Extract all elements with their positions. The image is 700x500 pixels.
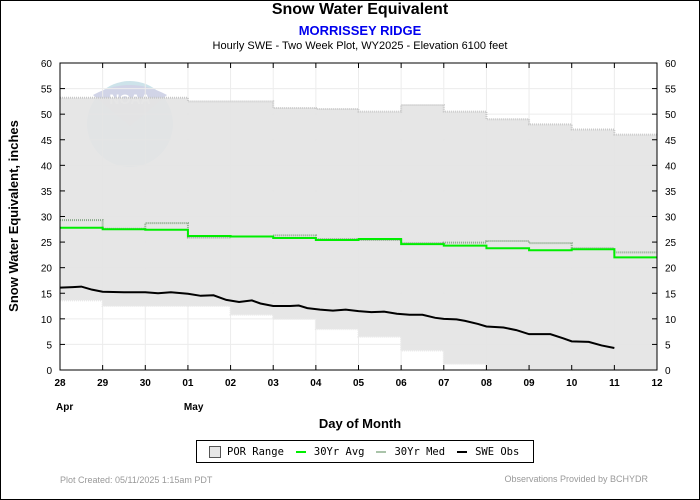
legend-item-30yr-avg: 30Yr Avg xyxy=(295,445,365,458)
y-tick-label-right: 55 xyxy=(665,85,677,96)
series-30yr-avg xyxy=(60,226,657,259)
legend-label: SWE Obs xyxy=(475,445,520,458)
chart-description: Hourly SWE - Two Week Plot, WY2025 - Ele… xyxy=(212,40,508,52)
y-tick-label-right: 30 xyxy=(665,213,677,224)
month-label: May xyxy=(184,402,204,413)
x-tick-label: 06 xyxy=(396,378,408,389)
y-tick-label-left: 20 xyxy=(41,264,53,275)
legend-swatch-30yr-med xyxy=(376,450,387,453)
y-tick-label-left: 50 xyxy=(41,110,53,121)
por-min-line xyxy=(60,299,657,371)
y-tick-label-right: 40 xyxy=(665,161,677,172)
legend-swatch-por-range xyxy=(209,445,221,458)
x-tick-label: 04 xyxy=(310,378,322,389)
x-tick-label: 05 xyxy=(353,378,365,389)
y-tick-label-right: 15 xyxy=(665,289,677,300)
y-tick-label-left: 15 xyxy=(41,289,53,300)
y-tick-label-right: 60 xyxy=(665,59,677,70)
x-tick-label: 07 xyxy=(438,378,450,389)
legend-item-30yr-med: 30Yr Med xyxy=(376,446,445,458)
y-tick-label-left: 0 xyxy=(46,366,52,377)
y-tick-label-right: 5 xyxy=(665,340,671,351)
y-tick-label-right: 0 xyxy=(665,366,671,377)
y-tick-label-left: 60 xyxy=(41,59,53,70)
legend-swatch-swe-obs xyxy=(457,450,468,453)
legend-label: 30Yr Med xyxy=(394,445,446,458)
y-tick-label-right: 10 xyxy=(665,315,677,326)
chart-title: Snow Water Equivalent xyxy=(271,1,449,18)
x-tick-label: 03 xyxy=(268,378,280,389)
y-tick-label-right: 50 xyxy=(665,110,677,121)
plot-created-note: Plot Created: 05/11/2025 1:15am PDT xyxy=(60,475,213,485)
y-tick-label-right: 35 xyxy=(665,187,677,198)
por-max-line xyxy=(60,96,657,136)
x-tick-label: 29 xyxy=(97,378,109,389)
y-tick-label-left: 25 xyxy=(41,238,53,249)
series-swe-obs xyxy=(59,285,615,349)
y-tick-label-left: 35 xyxy=(41,187,53,198)
x-tick-label: 08 xyxy=(481,378,493,389)
month-label: Apr xyxy=(56,402,73,413)
x-tick-label: 09 xyxy=(524,378,536,389)
x-tick-label: 10 xyxy=(566,378,578,389)
y-tick-label-left: 55 xyxy=(41,85,53,96)
x-tick-label: 11 xyxy=(609,378,620,389)
legend-label: 30Yr Avg xyxy=(313,445,365,458)
station-name: MORRISSEY RIDGE xyxy=(298,23,422,38)
y-tick-label-left: 10 xyxy=(41,315,53,326)
x-tick-label: 30 xyxy=(140,378,152,389)
legend-swatch-30yr-avg xyxy=(295,450,306,453)
y-tick-label-right: 25 xyxy=(665,238,677,249)
legend-item-por-range: POR Range xyxy=(209,445,284,458)
x-tick-label: 02 xyxy=(225,378,237,389)
series-lines xyxy=(59,219,657,349)
y-tick-label-left: 30 xyxy=(41,213,53,224)
y-axis-label: Snow Water Equivalent, inches xyxy=(6,120,21,312)
x-tick-label: 12 xyxy=(651,378,663,389)
chart-legend: POR Range 30Yr Avg 30Yr Med SWE Obs xyxy=(196,440,534,463)
por-range-area xyxy=(60,96,657,371)
y-tick-label-left: 5 xyxy=(46,340,52,351)
legend-label: POR Range xyxy=(227,445,284,458)
legend-item-swe-obs: SWE Obs xyxy=(457,446,519,458)
por-range-fill xyxy=(60,97,657,370)
y-tick-label-right: 45 xyxy=(665,136,677,147)
y-tick-label-left: 40 xyxy=(41,161,53,172)
observations-provider-note: Observations Provided by BCHYDR xyxy=(504,474,648,484)
y-tick-label-right: 20 xyxy=(665,264,677,275)
x-tick-label: 28 xyxy=(54,378,66,389)
x-axis-label: Day of Month xyxy=(319,416,401,431)
y-tick-label-left: 45 xyxy=(41,136,53,147)
x-tick-label: 01 xyxy=(182,378,194,389)
